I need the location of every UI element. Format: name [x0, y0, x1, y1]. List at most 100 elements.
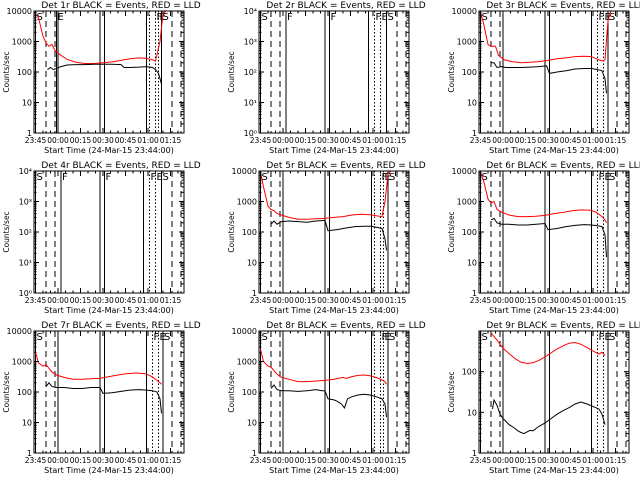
- marker-label: F: [331, 12, 337, 23]
- marker-label: F: [157, 12, 163, 23]
- x-tick-label: 00:15: [515, 296, 537, 305]
- x-tick-label: 00:45: [115, 456, 137, 465]
- x-tick-label: 23:45: [25, 456, 47, 465]
- y-tick-label: 10⁴: [19, 167, 32, 176]
- y-axis-title: Counts/sec: [227, 51, 236, 92]
- x-tick-label: 01:15: [605, 456, 627, 465]
- x-tick-label: 00:45: [560, 136, 582, 145]
- marker-label: S: [609, 172, 615, 183]
- plot-frame: [478, 170, 630, 294]
- x-tick-label: 00:45: [560, 296, 582, 305]
- x-tick-label: 00:45: [560, 456, 582, 465]
- x-tick-label: 00:15: [70, 456, 92, 465]
- x-tick-label: 01:00: [362, 296, 384, 305]
- y-axis-title: Counts/sec: [227, 211, 236, 252]
- x-tick-label: 00:00: [492, 296, 514, 305]
- x-tick-label: 00:30: [317, 456, 339, 465]
- marker-label: S: [482, 12, 488, 23]
- marker-label: S: [164, 332, 170, 343]
- x-tick-label: 00:30: [92, 136, 114, 145]
- y-tick-label: 10: [467, 259, 477, 268]
- y-axis-title: Counts/sec: [227, 371, 236, 412]
- events-series-line: [490, 217, 607, 258]
- x-tick-label: 01:15: [385, 136, 407, 145]
- y-tick-label: 1: [472, 289, 477, 298]
- events-series-line: [270, 219, 387, 251]
- panel-title: Det 4r BLACK = Events, RED = LLD: [41, 161, 200, 171]
- y-tick-label: 100: [462, 228, 477, 237]
- y-tick-label: 10: [467, 99, 477, 108]
- y-tick-label: 10000: [7, 7, 32, 16]
- x-tick-label: 00:00: [492, 456, 514, 465]
- y-tick-label: 10⁴: [244, 7, 257, 16]
- panel-title: Det 8r BLACK = Events, RED = LLD: [266, 321, 425, 331]
- x-tick-label: 00:45: [340, 296, 362, 305]
- y-tick-label: 10²: [244, 68, 257, 77]
- y-tick-label: 1: [252, 289, 257, 298]
- x-tick-label: 00:30: [317, 136, 339, 145]
- x-tick-label: 00:15: [295, 136, 317, 145]
- marker-label: S: [262, 12, 268, 23]
- marker-label: F: [151, 172, 157, 183]
- marker-label: F: [154, 332, 160, 343]
- panel-title: Det 7r BLACK = Events, RED = LLD: [41, 321, 200, 331]
- x-tick-label: 01:15: [385, 456, 407, 465]
- y-tick-label: 10: [467, 408, 477, 417]
- x-tick-label: 00:15: [295, 456, 317, 465]
- x-axis-title: Start Time (24-Mar-15 23:44:00): [489, 306, 619, 315]
- detector-panel-8: Det 8r BLACK = Events, RED = LLDSFES1101…: [227, 321, 426, 475]
- x-tick-label: 00:15: [295, 296, 317, 305]
- x-tick-label: 00:15: [515, 456, 537, 465]
- panel-title: Det 1r BLACK = Events, RED = LLD: [41, 1, 200, 11]
- x-tick-label: 00:45: [115, 296, 137, 305]
- marker-label: S: [163, 12, 169, 23]
- marker-label: E: [382, 12, 388, 23]
- y-tick-label: 100: [462, 368, 477, 377]
- marker-label: F: [376, 12, 382, 23]
- y-tick-label: 1000: [457, 38, 477, 47]
- y-axis-title: Counts/sec: [2, 51, 11, 92]
- x-tick-label: 01:00: [137, 136, 159, 145]
- y-tick-label: 100: [462, 68, 477, 77]
- y-tick-label: 1: [472, 129, 477, 138]
- x-axis-title: Start Time (24-Mar-15 23:44:00): [269, 466, 399, 475]
- y-tick-label: 10²: [19, 228, 32, 237]
- plot-frame: [478, 330, 630, 454]
- x-tick-label: 01:15: [160, 456, 182, 465]
- marker-label: S: [262, 332, 268, 343]
- x-tick-label: 01:15: [605, 136, 627, 145]
- y-tick-label: 100: [242, 228, 257, 237]
- marker-label: F: [599, 172, 605, 183]
- marker-label: F: [287, 12, 293, 23]
- marker-label: S: [388, 12, 394, 23]
- x-tick-label: 23:45: [470, 296, 492, 305]
- x-tick-label: 00:00: [47, 456, 69, 465]
- panel-title: Det 9r BLACK = Events, RED = LLD: [486, 321, 640, 331]
- y-tick-label: 10¹: [19, 259, 32, 268]
- y-tick-label: 1000: [237, 358, 257, 367]
- y-tick-label: 1000: [457, 198, 477, 207]
- y-tick-label: 10: [247, 419, 257, 428]
- x-tick-label: 23:45: [470, 456, 492, 465]
- lld-series-line: [260, 349, 387, 385]
- x-tick-label: 01:00: [362, 136, 384, 145]
- lld-series-line: [260, 170, 392, 220]
- detector-panel-7: Det 7r BLACK = Events, RED = LLDSFES1101…: [2, 321, 201, 475]
- y-axis-title: Counts/sec: [447, 51, 456, 92]
- x-axis-title: Start Time (24-Mar-15 23:44:00): [44, 146, 174, 155]
- y-tick-label: 10: [22, 99, 32, 108]
- y-tick-label: 10⁰: [19, 289, 32, 298]
- y-tick-label: 1000: [12, 38, 32, 47]
- x-tick-label: 00:00: [47, 296, 69, 305]
- y-tick-label: 10³: [19, 198, 32, 207]
- x-tick-label: 23:45: [470, 136, 492, 145]
- x-tick-label: 01:00: [582, 136, 604, 145]
- marker-label: F: [382, 172, 388, 183]
- x-tick-label: 00:30: [317, 296, 339, 305]
- x-tick-label: 00:15: [515, 136, 537, 145]
- x-axis-title: Start Time (24-Mar-15 23:44:00): [44, 306, 174, 315]
- y-tick-label: 10: [22, 419, 32, 428]
- y-tick-label: 100: [17, 68, 32, 77]
